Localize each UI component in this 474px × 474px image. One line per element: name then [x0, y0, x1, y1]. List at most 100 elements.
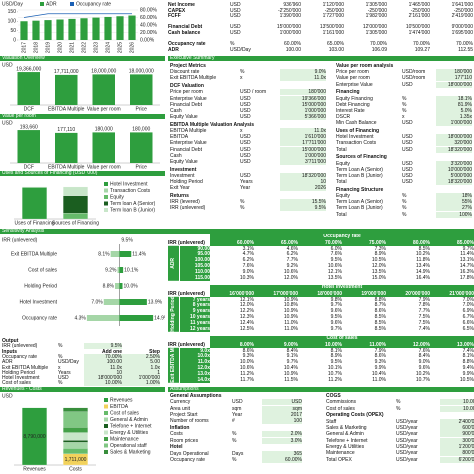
bar	[44, 20, 52, 40]
bar	[55, 74, 78, 105]
table-cell: 8.5%	[374, 325, 386, 332]
section-header: Valuation Overview	[0, 56, 165, 61]
table-cell: 7.3%	[374, 245, 386, 252]
table-cell: USD	[240, 95, 251, 102]
table-cell: 2017	[262, 411, 302, 418]
x-tick-label: Costs	[69, 466, 82, 472]
bar-segment	[63, 186, 88, 196]
table-cell: %	[240, 199, 245, 206]
table-cell: Enterprise Value	[170, 95, 207, 102]
table-cell: 5'000'000	[436, 172, 472, 179]
legend-swatch	[104, 450, 108, 454]
tornado-bar	[110, 251, 120, 257]
legend-swatch	[104, 437, 108, 441]
table-cell: Currency	[170, 399, 191, 406]
column-header: 16'000'000	[210, 290, 254, 297]
table-cell: 70.00%	[413, 41, 430, 48]
table-cell: %	[232, 457, 237, 463]
row-header: 12.0x	[180, 365, 210, 371]
legend-swatch	[104, 182, 108, 186]
table-cell: 60.00%	[284, 41, 301, 48]
table-cell: USD	[230, 30, 241, 36]
table-cell: 1'465'000	[408, 2, 430, 8]
table-cell: USD	[230, 7, 241, 14]
corner-label: IRR (unlevered)	[168, 290, 205, 297]
table-cell: 13'500'000	[319, 24, 344, 31]
table-cell: 8.6%	[374, 308, 386, 315]
table-cell: USD/room	[402, 69, 426, 76]
table-cell: USD	[230, 2, 241, 8]
table-cell: 7.7%	[418, 308, 430, 315]
y2-tick-label: 60.00%	[140, 15, 158, 21]
table-cell: Term Loan B (Junior)	[336, 172, 383, 179]
table-cell: 10.6%	[327, 263, 342, 269]
table-cell: 2'419'000	[451, 13, 473, 20]
table-cell: 2.0%	[262, 431, 302, 438]
table-cell: Investment	[170, 172, 195, 179]
table-cell: USD	[402, 134, 413, 141]
column-header: 13.00%	[430, 341, 474, 348]
value-label: 9.2%	[105, 267, 117, 273]
table-cell: 13.4%	[415, 263, 430, 269]
legend-swatch	[104, 398, 108, 402]
table-cell: 1'161'000	[322, 30, 344, 36]
table-cell: Commissions	[326, 399, 357, 406]
table-cell: 7.5%	[418, 319, 430, 326]
table-cell: 10.7%	[415, 376, 430, 383]
table-cell: Exit EBITDA Multiple	[170, 75, 217, 82]
axis-label: USD/Day	[2, 1, 23, 7]
legend-label: Telefone + Internet	[110, 423, 152, 429]
table-cell: Days	[232, 450, 244, 457]
table-cell: Days Operational	[170, 450, 209, 457]
table-cell: sqm	[232, 405, 242, 412]
y2-tick-label: 0.00%	[140, 37, 155, 43]
table-cell: %	[58, 353, 63, 360]
table-cell: USD/year	[396, 418, 418, 425]
table-cell: Enterprise Value	[170, 140, 207, 147]
table-cell: 14.7%	[459, 263, 474, 269]
category-label: Hotel Investment	[19, 299, 57, 305]
table-cell: 27%	[436, 205, 472, 212]
bar-segment	[22, 187, 47, 220]
table-cell: 11.0%	[284, 325, 298, 332]
column-header: 19'000'000	[342, 290, 386, 297]
table-cell: USD	[240, 140, 251, 147]
table-cell: Holding Period	[2, 369, 35, 376]
column-header: 75.00%	[342, 239, 386, 246]
legend-label: Transaction Costs	[110, 188, 151, 194]
table-cell: 2.50%	[122, 353, 160, 360]
table-cell: 3.0%	[262, 437, 302, 444]
table-cell: 12.1%	[327, 268, 342, 275]
table-cell: 9.8%	[330, 296, 342, 303]
table-cell: 1'000'000	[280, 152, 326, 159]
table-cell: Discount rate	[170, 69, 200, 76]
table-cell: 9.7%	[462, 245, 474, 252]
table-cell: Staff	[326, 418, 337, 425]
table-cell: 1'641'000	[451, 2, 473, 8]
table-cell: ADR	[2, 359, 13, 366]
row-header: 10.0x	[180, 353, 210, 360]
legend-swatch	[104, 404, 108, 409]
legend-swatch	[104, 417, 108, 422]
legend-label: EBITDA	[110, 404, 129, 410]
chart: USD 193,660 DCF 177,110 EBITDA Multiple 180,0…	[2, 120, 160, 170]
section-header: Revenues - Costs	[0, 387, 165, 392]
table-cell: Cash balance	[168, 30, 201, 36]
table-cell: Cost of sales	[326, 405, 355, 412]
table-cell: 1	[122, 369, 160, 376]
tornado-bar	[86, 315, 120, 321]
table-cell: Cash	[170, 152, 182, 159]
table-cell: 16.3%	[459, 268, 474, 275]
table-cell: 12.5%	[239, 325, 254, 332]
table-cell: 10.6%	[283, 268, 298, 275]
x-tick-label: 2022	[81, 42, 87, 53]
table-cell: FCFF	[168, 13, 181, 20]
table-cell: 12.0%	[283, 274, 298, 281]
table-cell: 300'000	[440, 437, 474, 444]
table-cell: 3'711'000	[280, 159, 326, 165]
row-header: 7 years	[180, 296, 210, 303]
table-cell: %	[396, 405, 401, 412]
table-cell: 100%	[436, 211, 472, 218]
table-cell: 7.7%	[286, 257, 298, 264]
